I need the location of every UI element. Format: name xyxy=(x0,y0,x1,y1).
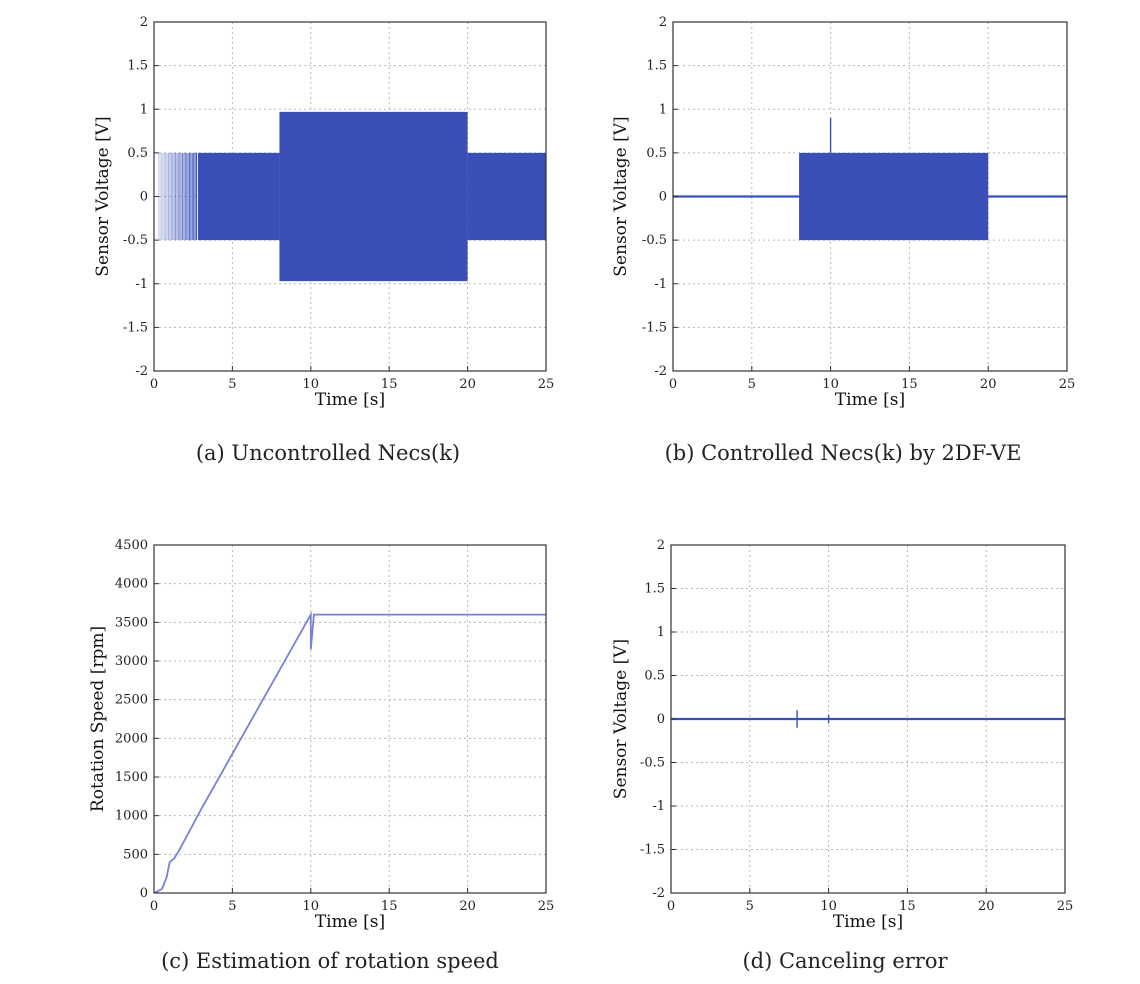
y-tick-label: 2 xyxy=(657,538,665,553)
signal-envelope xyxy=(279,111,468,282)
y-tick-label: 1 xyxy=(140,102,148,117)
series-marks xyxy=(671,710,1065,728)
y-tick-label: -1 xyxy=(135,277,148,292)
y-tick-label: 0 xyxy=(140,886,148,901)
x-tick-label: 25 xyxy=(538,899,555,914)
x-tick-label: 0 xyxy=(667,899,675,914)
y-tick-label: 3500 xyxy=(115,615,148,630)
y-tick-label: -1 xyxy=(654,277,667,292)
x-tick-label: 25 xyxy=(1059,377,1076,392)
series-marks xyxy=(153,611,546,894)
x-tick-label: 15 xyxy=(381,377,398,392)
x-axis-label: Time [s] xyxy=(833,912,903,932)
x-tick-label: 10 xyxy=(303,899,320,914)
y-tick-label: 1 xyxy=(657,625,665,640)
panel-caption: (b) Controlled Necs(k) by 2DF-VE xyxy=(665,441,1022,465)
plot-frame xyxy=(153,544,547,894)
x-tick-label: 20 xyxy=(980,377,997,392)
signal-envelope xyxy=(467,152,546,241)
y-tick-label: -1 xyxy=(652,799,665,814)
chart-panel-c: 0 5 10 15 20 25 0 500 1000 1500 2000 2500 3000 3500 40… xyxy=(88,538,554,973)
y-tick-label: 0 xyxy=(657,712,665,727)
y-tick-label: 0 xyxy=(659,190,667,205)
signal-envelope xyxy=(197,152,280,241)
series-marks xyxy=(158,111,546,282)
y-tick-label: -2 xyxy=(652,886,665,901)
x-tick-label: 25 xyxy=(538,377,555,392)
x-tick-label: 10 xyxy=(820,899,837,914)
y-tick-label: 1.5 xyxy=(127,59,148,74)
x-tick-label: 5 xyxy=(228,899,236,914)
x-tick-label: 25 xyxy=(1057,899,1074,914)
y-tick-label: 1.5 xyxy=(644,582,665,597)
y-tick-label: 0 xyxy=(140,190,148,205)
y-tick-label: -1.5 xyxy=(642,320,667,335)
y-tick-label: 1.5 xyxy=(646,59,667,74)
y-tick-label: 0.5 xyxy=(127,146,148,161)
series-marks xyxy=(673,117,1067,241)
y-tick-label: 0.5 xyxy=(646,146,667,161)
y-tick-label: 2500 xyxy=(115,693,148,708)
y-tick-label: 4500 xyxy=(115,538,148,553)
chart-panel-b: 0 5 10 15 20 25 -2 -1.5 -1 -0.5 0 0.5 1 1.5 2 Time [s] S… xyxy=(611,15,1075,465)
x-tick-label: 10 xyxy=(303,377,320,392)
y-tick-label: -0.5 xyxy=(640,756,665,771)
x-axis-label: Time [s] xyxy=(835,390,905,410)
x-axis-label: Time [s] xyxy=(315,912,385,932)
y-axis-label: Sensor Voltage [V] xyxy=(93,116,113,276)
x-tick-label: 5 xyxy=(748,377,756,392)
x-tick-label: 15 xyxy=(901,377,918,392)
y-axis-label: Sensor Voltage [V] xyxy=(611,116,631,276)
x-tick-label: 0 xyxy=(669,377,677,392)
chart-panel-d: 0 5 10 15 20 25 -2 -1.5 -1 -0.5 0 0.5 1 1.5 2 Time [s] S… xyxy=(611,538,1073,973)
y-tick-label: 1500 xyxy=(115,770,148,785)
y-tick-label: -1.5 xyxy=(640,843,665,858)
panel-caption: (a) Uncontrolled Necs(k) xyxy=(196,441,460,465)
y-tick-label: 500 xyxy=(123,847,148,862)
y-tick-label: -2 xyxy=(654,364,667,379)
y-tick-label: 1000 xyxy=(115,809,148,824)
y-tick-label: 2 xyxy=(140,15,148,30)
x-tick-label: 20 xyxy=(459,377,476,392)
y-tick-label: 2 xyxy=(659,15,667,30)
x-tick-label: 0 xyxy=(150,899,158,914)
x-tick-label: 15 xyxy=(381,899,398,914)
y-tick-label: -0.5 xyxy=(123,233,148,248)
x-tick-label: 0 xyxy=(150,377,158,392)
panel-caption: (d) Canceling error xyxy=(742,949,948,973)
y-tick-label: -0.5 xyxy=(642,233,667,248)
x-tick-label: 5 xyxy=(228,377,236,392)
x-tick-label: 20 xyxy=(459,899,476,914)
x-tick-label: 20 xyxy=(978,899,995,914)
y-tick-label: 1 xyxy=(659,102,667,117)
chart-panel-a: 0 5 10 15 20 25 -2 -1.5 -1 -0.5 0 0.5 1 1.5 2 Time [s] S… xyxy=(93,15,554,465)
y-tick-label: 0.5 xyxy=(644,669,665,684)
y-tick-label: 2000 xyxy=(115,731,148,746)
y-tick-label: -2 xyxy=(135,364,148,379)
y-tick-label: 4000 xyxy=(115,577,148,592)
x-tick-label: 10 xyxy=(822,377,839,392)
y-tick-label: 3000 xyxy=(115,654,148,669)
panel-caption: (c) Estimation of rotation speed xyxy=(161,949,499,973)
y-tick-label: -1.5 xyxy=(123,320,148,335)
y-axis-label: Sensor Voltage [V] xyxy=(611,639,631,799)
series-line xyxy=(153,611,546,894)
x-axis-label: Time [s] xyxy=(315,390,385,410)
x-tick-label: 15 xyxy=(899,899,916,914)
x-tick-label: 5 xyxy=(746,899,754,914)
y-axis-label: Rotation Speed [rpm] xyxy=(88,626,108,812)
